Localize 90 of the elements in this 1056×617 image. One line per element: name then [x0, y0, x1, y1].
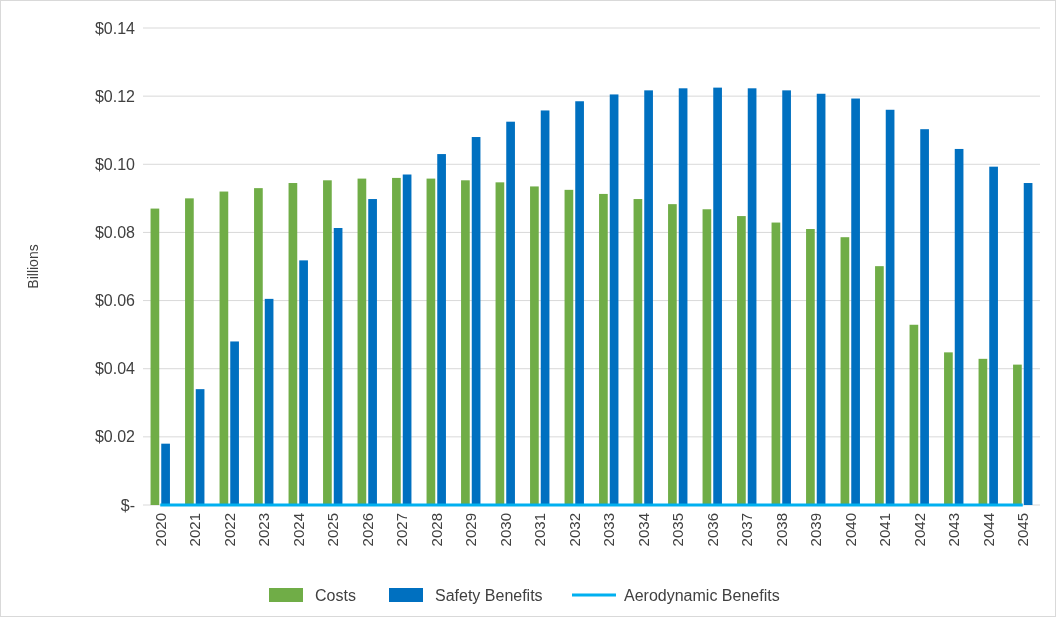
bar — [875, 266, 884, 505]
bar — [713, 87, 722, 505]
bar — [644, 90, 653, 505]
x-tick-label: 2038 — [772, 513, 790, 547]
bar — [954, 148, 964, 505]
bar — [323, 180, 332, 505]
y-tick-label: $0.04 — [94, 360, 136, 378]
bar — [575, 101, 584, 505]
x-tick-label: 2041 — [876, 513, 893, 547]
bar — [1013, 364, 1022, 505]
bar — [506, 121, 515, 505]
legend-label: Costs — [315, 586, 356, 604]
bar — [782, 90, 791, 505]
bar — [885, 109, 895, 505]
legend-label: Aerodynamic Benefits — [624, 586, 780, 604]
bar — [540, 110, 550, 505]
bar — [609, 94, 619, 505]
x-tick-label: 2022 — [220, 513, 238, 547]
legend-label: Safety Benefits — [435, 586, 543, 604]
bar — [816, 93, 826, 505]
bar — [264, 298, 274, 505]
x-tick-label: 2034 — [634, 513, 652, 547]
y-tick-label: $0.08 — [94, 224, 136, 242]
bar — [333, 228, 343, 505]
bar — [254, 188, 263, 505]
bar — [678, 88, 688, 505]
bar — [288, 183, 298, 505]
x-tick-label: 2043 — [945, 513, 962, 547]
bar — [368, 199, 377, 505]
y-tick-label: $- — [120, 496, 135, 514]
x-tick-label: 2031 — [531, 513, 548, 547]
bar — [851, 98, 860, 505]
bar — [299, 260, 308, 505]
x-tick-label: 2040 — [841, 513, 859, 547]
bar — [195, 389, 205, 505]
x-tick-label: 2045 — [1014, 513, 1031, 547]
x-tick-label: 2035 — [669, 513, 686, 547]
y-tick-label: $0.06 — [94, 292, 136, 310]
bar — [840, 237, 850, 505]
bar — [747, 88, 757, 505]
x-tick-label: 2027 — [393, 513, 410, 547]
x-tick-label: 2025 — [324, 513, 341, 547]
x-tick-label: 2030 — [496, 513, 514, 547]
x-tick-label: 2037 — [738, 513, 755, 547]
x-tick-label: 2029 — [462, 513, 479, 547]
bar — [426, 178, 436, 505]
x-tick-label: 2033 — [600, 513, 617, 547]
bar — [668, 204, 677, 505]
x-tick-label: 2042 — [910, 513, 928, 547]
bar — [185, 198, 194, 505]
bar — [806, 229, 815, 505]
y-tick-label: $0.14 — [94, 19, 136, 37]
x-tick-label: 2044 — [979, 513, 997, 547]
y-tick-label: $0.10 — [94, 155, 136, 173]
bar — [909, 324, 919, 505]
bar — [471, 137, 481, 505]
bar — [989, 166, 998, 505]
bar — [461, 180, 470, 505]
x-tick-label: 2021 — [186, 513, 203, 547]
bar — [357, 178, 367, 505]
bar — [771, 222, 781, 505]
bar — [219, 191, 229, 505]
bar — [702, 209, 712, 505]
bar — [402, 174, 412, 505]
bar — [737, 216, 746, 505]
y-tick-label: $0.12 — [94, 87, 136, 105]
x-tick-label: 2032 — [565, 513, 583, 547]
bar — [230, 341, 239, 505]
bar — [944, 352, 953, 505]
bar — [633, 199, 643, 505]
bar — [437, 154, 446, 505]
bar — [564, 189, 574, 505]
x-tick-label: 2020 — [151, 513, 169, 547]
bar — [920, 129, 929, 505]
bar — [1023, 183, 1033, 505]
x-tick-label: 2036 — [703, 513, 721, 547]
x-tick-label: 2026 — [358, 513, 376, 547]
bar — [530, 186, 539, 505]
y-tick-label: $0.02 — [94, 428, 136, 446]
bar — [599, 193, 608, 505]
x-tick-label: 2039 — [807, 513, 824, 547]
x-tick-label: 2024 — [289, 513, 307, 547]
x-tick-label: 2023 — [255, 513, 272, 547]
x-tick-label: 2028 — [427, 513, 445, 547]
bar — [495, 182, 505, 505]
bar — [392, 177, 401, 505]
bar — [150, 208, 160, 505]
bar — [161, 443, 170, 505]
bar — [978, 358, 988, 505]
y-axis-title: Billions — [25, 244, 41, 289]
